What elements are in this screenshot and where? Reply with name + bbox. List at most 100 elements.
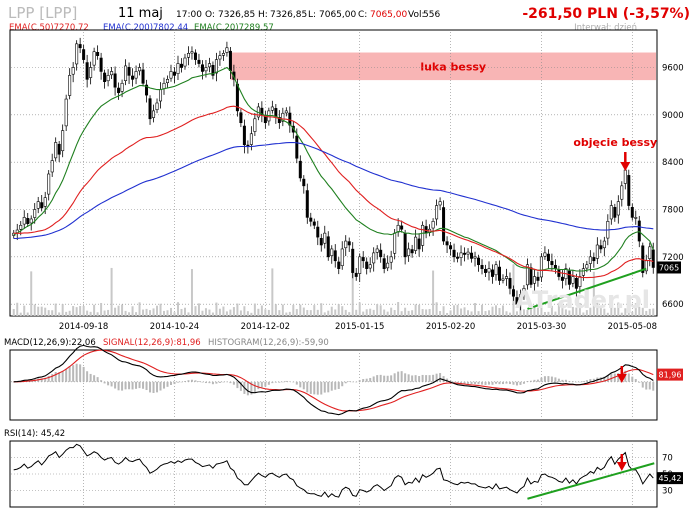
volume-bar [561,308,564,316]
candle-body [386,262,390,269]
volume-bar [44,307,47,316]
macd-histogram-bar [197,381,200,382]
price-tick-label: 7200 [662,253,684,263]
date-label: 11 maj [118,6,163,21]
volume-bar [194,306,197,316]
candle-body [113,73,117,88]
candle-body [242,125,246,146]
volume-bar [149,310,152,316]
volume-bar [564,309,567,316]
volume-bar [65,311,68,316]
volume-bar [103,310,106,316]
volume-bar [501,305,504,316]
volume-bar [176,302,179,316]
macd-histogram-bar [225,381,228,383]
volume-bar [592,271,595,316]
macd-histogram-bar [204,381,207,384]
support-trendline [527,267,647,310]
macd-histogram-bar [341,381,344,387]
candle-body [190,51,194,54]
volume-bar [211,312,214,316]
macd-legend: MACD(12,26,9):22,06 SIGNAL(12,26,9):81,9… [4,338,329,348]
candle-body [435,205,439,220]
candle-body [298,160,302,179]
macd-histogram-bar [306,381,309,393]
candle-body [169,71,173,79]
candle-body [340,248,344,267]
volume-bar [218,308,221,316]
macd-histogram-bar [407,374,410,382]
volume-bar [204,308,207,316]
date-tick-label: 2014-12-02 [241,322,290,332]
macd-histogram-bar [414,375,417,382]
volume-bar [494,305,497,316]
low-value: 7065,00 [319,10,356,20]
volume-bar [645,310,648,316]
candle-body [602,240,606,249]
volume-bar [603,308,606,316]
macd-histogram-bar [425,375,428,382]
time-label: 17:00 [176,10,202,20]
legend-ema50: EMA(C,50)7270,72 [9,23,89,33]
volume-bar [12,309,15,316]
volume-bar [620,312,623,316]
volume-bar [540,303,543,316]
macd-histogram-bar [578,381,581,383]
candle-body [634,217,638,219]
volume-bar [337,304,340,316]
high-label: H: [258,10,268,20]
volume-bar [407,310,410,316]
price-tick-label: 9600 [662,64,684,74]
volume-bar [610,307,613,316]
volume-bar [135,312,138,316]
volume-bar [257,308,260,316]
volume-bar [372,309,375,316]
volume-bar [128,312,131,316]
macd-histogram-bar [481,381,484,385]
macd-histogram-bar [271,381,274,384]
volume-bar [152,308,155,316]
rsi-legend: RSI(14): 45,42 [4,429,65,439]
candle-body [393,232,397,254]
volume-bar [187,312,190,316]
volume-bar [327,310,330,316]
candle-body [54,142,58,159]
volume-bar [390,307,393,316]
macd-histogram-bar [222,381,225,383]
volume-bar [585,310,588,316]
volume-bar [543,312,546,316]
candle-body [414,236,418,251]
macd-histogram-bar [508,381,511,385]
macd-histogram-bar [446,378,449,382]
volume-bar [121,304,124,316]
macd-histogram-bar [260,381,263,388]
macd-histogram-bar [89,373,92,382]
volume-bar [239,310,242,316]
candle-body [228,50,232,71]
macd-histogram-bar [449,380,452,382]
candle-body [522,288,526,295]
volume-bar [37,306,40,316]
volume-bar [79,306,82,316]
volume-bar [627,309,630,316]
volume-bar [225,311,228,316]
macd-histogram-bar [550,376,553,382]
high-value: 7326,85 [270,10,307,20]
candle-body [85,62,89,80]
candle-body [473,256,477,259]
candle-body [368,264,372,269]
macd-histogram-bar [369,377,372,382]
candle-body [445,241,449,246]
candle-body [106,75,110,82]
macd-panel: 81,96 [9,344,683,421]
macd-histogram-bar [474,381,477,384]
macd-histogram-bar [292,381,295,383]
candle-body [410,249,414,254]
volume-bar [110,267,113,316]
macd-histogram-bar [180,381,183,383]
volume-bar [376,304,379,316]
macd-histogram-bar [477,381,480,385]
volume-bar [522,309,525,316]
macd-histogram-bar [107,381,110,386]
